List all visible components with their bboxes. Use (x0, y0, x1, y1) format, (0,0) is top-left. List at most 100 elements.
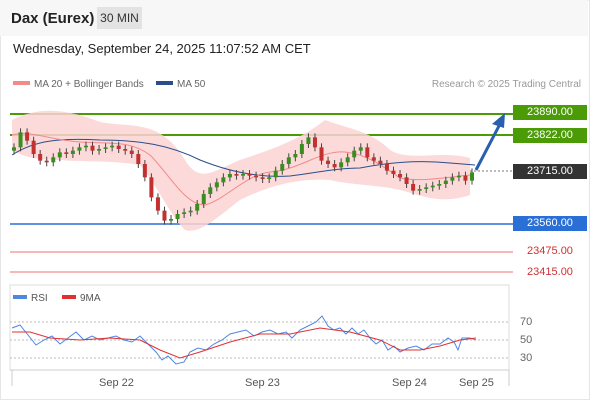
candle-body (116, 145, 121, 149)
candle-body (57, 152, 62, 158)
candle-body (90, 145, 95, 151)
candle-body (136, 154, 141, 164)
level-label-23822: 23822.00 (513, 128, 587, 143)
rsi-tick-30: 30 (520, 352, 533, 364)
candle-body (443, 180, 448, 184)
candle-body (201, 194, 206, 204)
rsi-tick-50: 50 (520, 334, 533, 346)
candle-body (391, 170, 396, 174)
candle-body (182, 212, 187, 214)
timeframe-button[interactable]: 30 MIN (97, 7, 142, 29)
candle-body (70, 150, 75, 154)
candle-body (398, 174, 403, 178)
candle-body (365, 147, 370, 158)
candle-body (83, 145, 88, 148)
candle-body (195, 204, 200, 211)
level-label-23415: 23415.00 (527, 266, 573, 278)
candle-body (110, 145, 115, 148)
rsi-ma-line (12, 327, 477, 359)
rsi-ma-swatch (62, 295, 76, 300)
level-label-23475: 23475.00 (527, 245, 573, 257)
timestamp: Wednesday, September 24, 2025 11:07:52 A… (13, 41, 311, 56)
candle-body (97, 149, 102, 151)
ma20-swatch (13, 81, 30, 86)
instrument-title: Dax (Eurex) (11, 10, 95, 27)
ma20-line (11, 133, 471, 206)
candle-body (149, 177, 154, 198)
ma50-line (11, 138, 476, 177)
candle-body (169, 219, 174, 221)
candle-body (25, 132, 30, 141)
candle-body (31, 140, 36, 154)
rsi-ma-legend: 9MA (62, 293, 101, 304)
projection-arrow (474, 123, 502, 171)
credit-text: Research © 2025 Trading Central (431, 79, 581, 90)
candle-body (280, 164, 285, 171)
candle-body (260, 177, 265, 179)
candle-body (352, 150, 357, 158)
candle-body (162, 210, 167, 221)
candle-body (456, 175, 461, 178)
candle-body (267, 177, 272, 179)
candle-body (175, 214, 180, 219)
level-label-current: 23715.00 (513, 164, 587, 179)
candle-body (286, 157, 291, 164)
candle-body (227, 174, 232, 178)
candle-body (51, 157, 56, 163)
ma50-swatch (156, 81, 173, 86)
candle-body (299, 144, 304, 154)
candle-body (339, 162, 344, 168)
candle-body (221, 177, 226, 183)
candle-body (437, 184, 442, 186)
candle-body (77, 147, 82, 151)
candle-body (241, 174, 245, 176)
level-label-23560: 23560.00 (513, 216, 587, 231)
candle-body (44, 160, 49, 163)
x-label-sep22: Sep 22 (99, 377, 134, 389)
candle-body (319, 147, 324, 161)
candle-body (293, 154, 298, 158)
candle-body (384, 164, 389, 171)
candle-body (450, 177, 455, 181)
candle-body (358, 147, 363, 151)
candle-body (188, 210, 193, 213)
candle-body (273, 170, 278, 178)
bollinger-band (12, 110, 470, 231)
candle-body (378, 160, 383, 164)
x-label-sep23: Sep 23 (245, 377, 280, 389)
legend-ma50-label: MA 50 (177, 79, 206, 90)
candle-body (417, 189, 422, 191)
level-label-23890: 23890.00 (513, 105, 587, 120)
candle-body (463, 175, 468, 181)
candle-body (326, 160, 331, 164)
candle-body (332, 164, 337, 168)
candle-body (123, 149, 128, 151)
candle-body (234, 174, 239, 176)
candle-body (470, 172, 474, 181)
x-label-sep24: Sep 24 (392, 377, 427, 389)
candle-body (306, 137, 311, 144)
candle-body (142, 164, 147, 178)
rsi-ma-legend-label: 9MA (80, 293, 101, 304)
candle-body (371, 157, 376, 161)
candle-body (208, 187, 213, 194)
candle-body (424, 187, 429, 189)
rsi-legend: RSI (13, 293, 48, 304)
candle-body (12, 147, 16, 151)
rsi-swatch (13, 295, 27, 300)
candle-body (103, 147, 108, 149)
legend-ma20: MA 20 + Bollinger Bands (13, 79, 144, 90)
candle-body (411, 184, 416, 191)
candle-body (214, 182, 219, 188)
candle-body (18, 132, 23, 148)
candles (12, 128, 474, 225)
candle-body (404, 177, 409, 184)
x-label-sep25: Sep 25 (459, 377, 494, 389)
legend-ma50: MA 50 (156, 79, 205, 90)
candle-body (129, 150, 134, 154)
rsi-legend-label: RSI (31, 293, 48, 304)
candle-body (312, 137, 317, 148)
rsi-tick-70: 70 (520, 316, 533, 328)
legend-ma20-label: MA 20 + Bollinger Bands (34, 79, 144, 90)
